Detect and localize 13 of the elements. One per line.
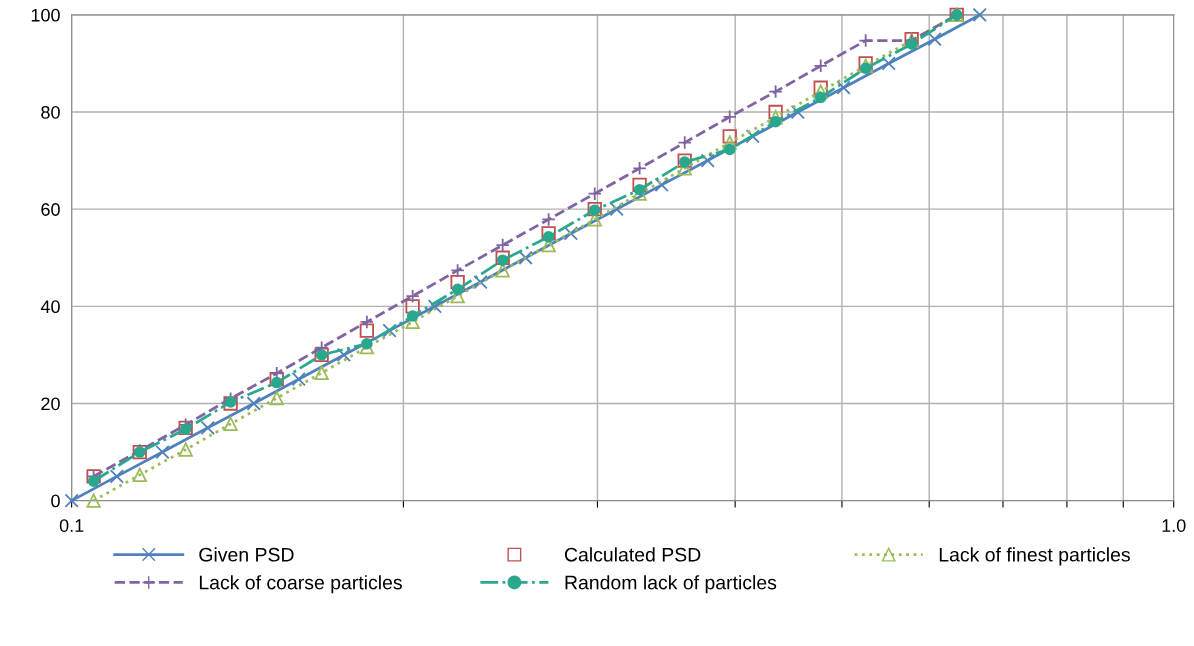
legend-label: Lack of finest particles (939, 547, 1130, 566)
y-tick-label: 40 (40, 300, 60, 314)
legend-label: Calculated PSD (564, 547, 701, 562)
legend-label: Given PSD (199, 547, 294, 562)
x-tick-label: 1.0 (1162, 519, 1186, 532)
y-tick-label: 60 (41, 203, 60, 216)
y-tick-label: 20 (41, 397, 60, 411)
legend-label: Lack of coarse particles (199, 575, 402, 594)
x-tick-label: 0.1 (59, 519, 84, 532)
legend-label: Random lack of particles (565, 575, 777, 594)
y-tick-label: 80 (41, 105, 60, 119)
y-tick-label: 100 (31, 8, 60, 22)
y-tick-label: 0 (51, 494, 60, 508)
